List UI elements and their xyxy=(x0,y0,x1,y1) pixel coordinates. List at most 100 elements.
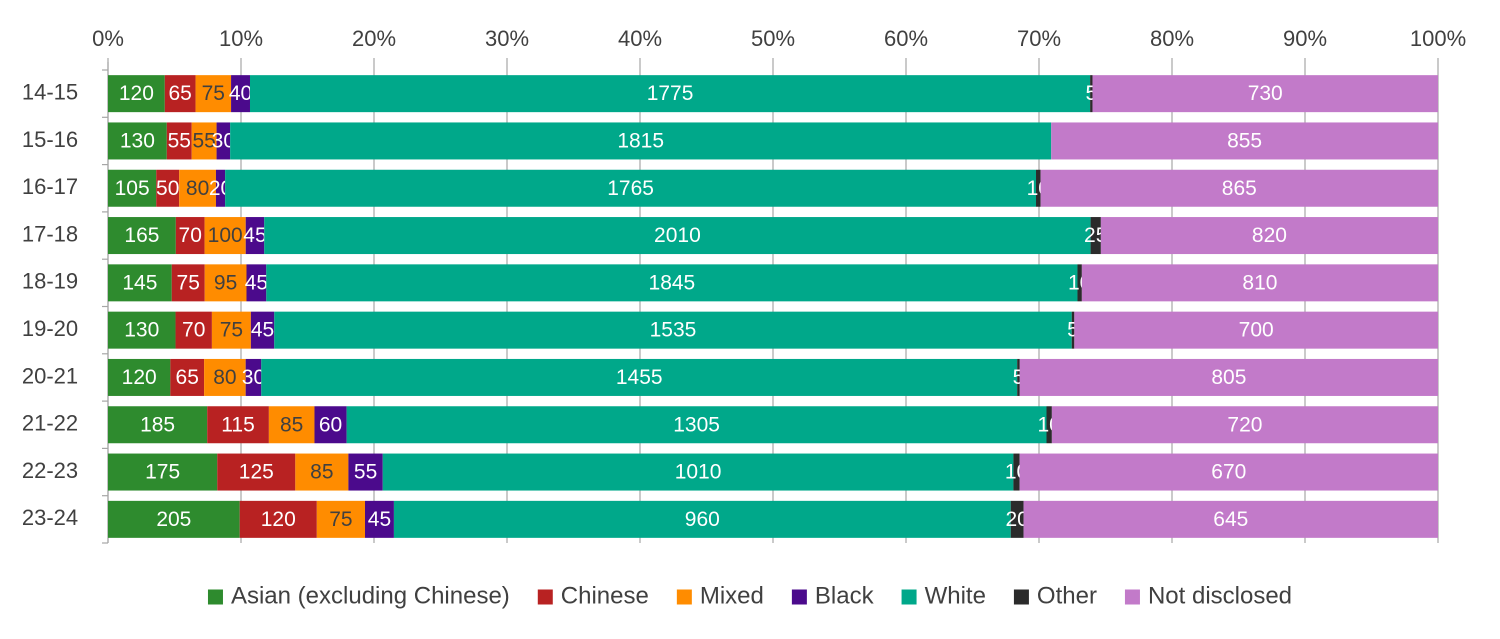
data-label: 1775 xyxy=(647,82,694,105)
bar-segment xyxy=(246,264,267,302)
data-label: 645 xyxy=(1213,508,1248,531)
bar-segment xyxy=(1010,500,1024,538)
data-label: 805 xyxy=(1211,366,1246,389)
data-label: 5 xyxy=(1067,319,1079,342)
legend-swatch xyxy=(901,589,917,605)
category-label: 18-19 xyxy=(22,269,78,294)
data-label: 855 xyxy=(1227,129,1262,152)
legend-label: Asian (excluding Chinese) xyxy=(231,582,510,609)
bar-segment xyxy=(261,358,1018,396)
data-label: 720 xyxy=(1227,413,1262,436)
data-label: 45 xyxy=(368,508,391,531)
data-label: 5 xyxy=(1013,366,1025,389)
bar-segment xyxy=(1074,311,1438,349)
data-label: 80 xyxy=(213,366,236,389)
data-label: 85 xyxy=(280,413,303,436)
bar-segment xyxy=(175,311,212,349)
data-label: 85 xyxy=(310,461,333,484)
data-label: 205 xyxy=(156,508,191,531)
category-label: 16-17 xyxy=(22,174,78,199)
data-label: 130 xyxy=(120,129,155,152)
bar-segment xyxy=(231,75,250,113)
bar-segment xyxy=(166,122,192,160)
category-label: 22-23 xyxy=(22,458,78,483)
bar-segment xyxy=(175,217,205,255)
bar-segment xyxy=(393,500,1011,538)
bar-segment xyxy=(1092,75,1438,113)
x-tick-label: 30% xyxy=(485,26,529,51)
bar-segment xyxy=(170,358,205,396)
data-label: 120 xyxy=(119,82,154,105)
category-label: 23-24 xyxy=(22,505,78,530)
bar-segment xyxy=(204,264,247,302)
bar-segment xyxy=(108,217,176,255)
bar-segment xyxy=(216,122,231,160)
legend-swatch xyxy=(676,589,692,605)
bar-segment xyxy=(1100,217,1438,255)
data-label: 175 xyxy=(145,461,180,484)
data-label: 5 xyxy=(1085,82,1097,105)
bar-segment xyxy=(215,169,226,207)
data-label: 70 xyxy=(182,319,205,342)
bar-segment xyxy=(314,406,347,444)
legend-label: Not disclosed xyxy=(1148,582,1292,609)
bar-segment xyxy=(204,217,246,255)
legend-swatch xyxy=(791,589,807,605)
x-tick-label: 10% xyxy=(219,26,263,51)
legend-label: Black xyxy=(815,582,875,609)
bar-segment xyxy=(108,75,165,113)
bar-segment xyxy=(348,453,383,491)
data-label: 50 xyxy=(156,177,179,200)
bar-segment xyxy=(171,264,205,302)
bar-segment xyxy=(204,358,246,396)
bar-segment xyxy=(382,453,1014,491)
bar-segment xyxy=(274,311,1072,349)
data-label: 100 xyxy=(208,224,243,247)
bar-segment xyxy=(179,169,216,207)
data-label: 20 xyxy=(1005,508,1028,531)
bar-segment xyxy=(108,311,176,349)
data-label: 125 xyxy=(239,461,274,484)
bar-segment xyxy=(249,75,1091,113)
data-label: 960 xyxy=(685,508,720,531)
bar-segment xyxy=(316,500,366,538)
data-label: 1535 xyxy=(650,319,697,342)
data-label: 75 xyxy=(202,82,225,105)
legend-label: Other xyxy=(1037,582,1097,609)
bar-segment xyxy=(108,358,171,396)
x-tick-label: 70% xyxy=(1017,26,1061,51)
category-label: 14-15 xyxy=(22,79,78,104)
data-label: 120 xyxy=(122,366,157,389)
legend-swatch xyxy=(537,589,553,605)
data-label: 730 xyxy=(1248,82,1283,105)
bar-segment xyxy=(211,311,251,349)
x-tick-label: 90% xyxy=(1283,26,1327,51)
x-tick-label: 100% xyxy=(1410,26,1466,51)
bar-segment xyxy=(217,453,296,491)
bar-segment xyxy=(1051,122,1438,160)
data-label: 1765 xyxy=(607,177,654,200)
bar-segment xyxy=(195,75,232,113)
data-label: 55 xyxy=(168,129,191,152)
category-label: 21-22 xyxy=(22,411,78,436)
bar-segment xyxy=(207,406,269,444)
data-label: 120 xyxy=(261,508,296,531)
bar-segment xyxy=(266,264,1078,302)
data-label: 60 xyxy=(319,413,342,436)
data-label: 70 xyxy=(179,224,202,247)
bar-segment xyxy=(365,500,394,538)
data-label: 2010 xyxy=(654,224,701,247)
data-label: 1455 xyxy=(616,366,663,389)
data-label: 75 xyxy=(177,271,200,294)
legend-swatch xyxy=(1124,589,1140,605)
bar-segment xyxy=(108,406,208,444)
bar-segment xyxy=(1019,453,1438,491)
legend-label: White xyxy=(925,582,986,609)
data-label: 810 xyxy=(1242,271,1277,294)
bar-segment xyxy=(245,358,262,396)
category-label: 17-18 xyxy=(22,221,78,246)
x-tick-label: 50% xyxy=(751,26,795,51)
data-label: 30 xyxy=(242,366,265,389)
